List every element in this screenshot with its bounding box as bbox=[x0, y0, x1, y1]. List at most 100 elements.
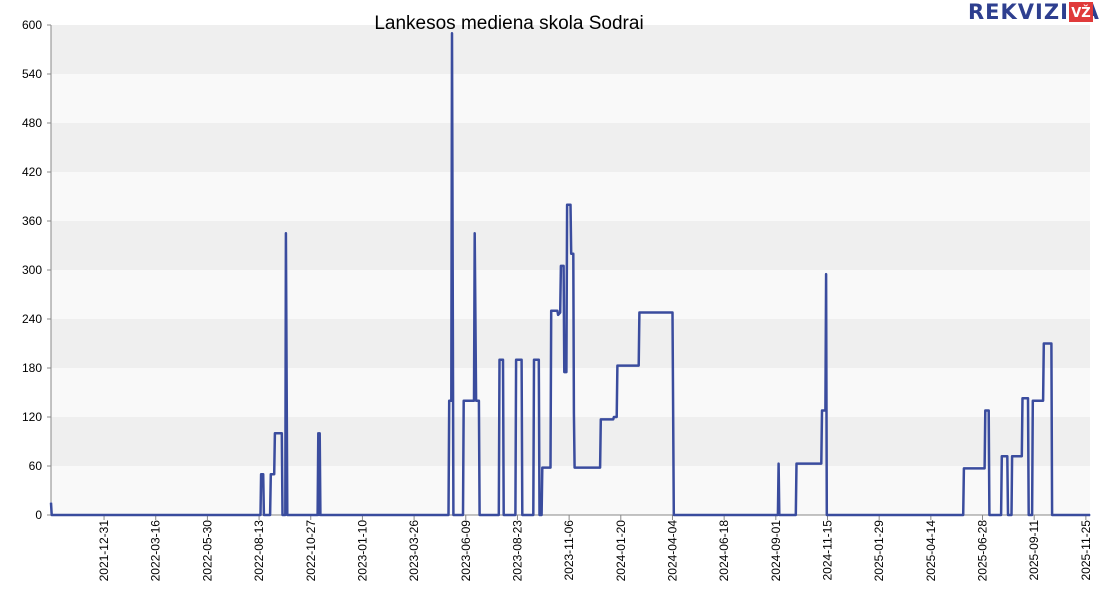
grid-band bbox=[51, 417, 1090, 466]
x-tick-label: 2023-06-09 bbox=[459, 520, 473, 582]
x-tick-label: 2023-01-10 bbox=[355, 520, 369, 582]
data-point bbox=[1000, 514, 1002, 516]
brand-logo[interactable]: REKVIZITAI VŽ bbox=[968, 0, 1100, 24]
x-tick-label: 2024-04-04 bbox=[665, 520, 679, 582]
y-tick-label: 540 bbox=[22, 67, 42, 81]
data-point bbox=[638, 311, 640, 314]
data-point bbox=[532, 514, 534, 516]
x-tick-label: 2025-11-25 bbox=[1079, 520, 1093, 581]
x-tick-label: 2022-03-16 bbox=[149, 520, 163, 582]
x-tick-label: 2023-08-23 bbox=[510, 520, 524, 582]
data-point bbox=[478, 514, 481, 516]
data-point bbox=[286, 514, 288, 516]
data-point bbox=[475, 400, 477, 402]
data-point bbox=[1011, 455, 1013, 457]
data-point bbox=[563, 371, 565, 373]
data-point bbox=[556, 310, 559, 312]
grid-band bbox=[51, 466, 1090, 515]
data-point bbox=[599, 467, 601, 469]
data-point bbox=[1027, 397, 1029, 399]
data-point bbox=[478, 400, 480, 402]
x-axis: 2021-12-31 2022-03-16 2022-05-30 2022-08-13… bbox=[51, 514, 1093, 582]
logo-badge-text: VŽ bbox=[1071, 5, 1091, 21]
data-point bbox=[452, 514, 454, 516]
data-point bbox=[1021, 455, 1023, 457]
data-point bbox=[281, 514, 284, 516]
data-point bbox=[498, 514, 500, 516]
data-point bbox=[474, 232, 476, 234]
logo-badge bbox=[1069, 2, 1093, 22]
data-point bbox=[777, 514, 779, 516]
data-point bbox=[1010, 514, 1013, 516]
data-point bbox=[462, 514, 464, 516]
data-point bbox=[550, 310, 552, 312]
data-point bbox=[570, 253, 572, 255]
x-tick-label: 2021-12-31 bbox=[97, 520, 111, 582]
y-tick-label: 600 bbox=[22, 18, 42, 32]
grid-band bbox=[51, 319, 1090, 368]
data-point bbox=[448, 400, 450, 402]
data-point bbox=[559, 311, 561, 314]
data-point bbox=[963, 467, 965, 470]
x-tick-label: 2023-03-26 bbox=[407, 520, 421, 582]
data-point bbox=[273, 473, 275, 475]
data-point bbox=[263, 514, 265, 516]
data-point bbox=[1051, 514, 1053, 516]
data-point bbox=[259, 514, 262, 516]
data-point bbox=[533, 359, 535, 361]
data-point bbox=[1042, 400, 1044, 402]
data-point bbox=[600, 418, 602, 421]
data-point bbox=[795, 462, 798, 465]
data-point bbox=[281, 432, 283, 434]
data-point bbox=[825, 273, 827, 275]
data-point bbox=[557, 314, 559, 316]
data-point bbox=[1028, 514, 1030, 516]
data-point bbox=[1001, 455, 1003, 457]
data-point bbox=[671, 311, 674, 314]
y-tick-label: 360 bbox=[22, 214, 42, 228]
data-point bbox=[983, 467, 986, 470]
data-point bbox=[1043, 342, 1045, 345]
data-point bbox=[538, 359, 540, 361]
data-point bbox=[463, 400, 465, 402]
data-point bbox=[317, 432, 319, 434]
data-point bbox=[574, 467, 576, 469]
data-point bbox=[1007, 514, 1009, 516]
data-point bbox=[318, 514, 320, 516]
data-point bbox=[638, 364, 640, 367]
data-point bbox=[673, 514, 675, 516]
y-tick-label: 300 bbox=[22, 263, 42, 277]
x-tick-label: 2024-06-18 bbox=[717, 520, 731, 582]
data-point bbox=[503, 514, 505, 516]
data-point bbox=[285, 232, 287, 234]
data-point bbox=[616, 364, 618, 367]
data-point bbox=[572, 253, 574, 255]
data-point bbox=[521, 514, 523, 516]
y-tick-label: 180 bbox=[22, 361, 42, 375]
data-point bbox=[988, 409, 990, 412]
data-point bbox=[566, 204, 568, 206]
grid-band bbox=[51, 25, 1090, 74]
x-tick-label: 2024-11-15 bbox=[820, 520, 834, 581]
data-point bbox=[514, 514, 516, 516]
data-point bbox=[451, 32, 453, 34]
data-point bbox=[319, 514, 321, 516]
data-point bbox=[560, 265, 562, 267]
data-point bbox=[502, 359, 504, 361]
data-point bbox=[450, 400, 452, 402]
data-point bbox=[1006, 455, 1008, 457]
data-point bbox=[538, 514, 541, 516]
data-point bbox=[317, 514, 319, 516]
data-point bbox=[988, 514, 991, 516]
y-tick-label: 120 bbox=[22, 410, 42, 424]
data-point bbox=[616, 416, 618, 418]
data-point bbox=[498, 359, 501, 361]
y-tick-label: 240 bbox=[22, 312, 42, 326]
data-point bbox=[563, 265, 565, 267]
x-tick-label: 2025-06-28 bbox=[976, 520, 990, 582]
plot-area bbox=[49, 31, 1091, 517]
y-tick-label: 60 bbox=[29, 459, 43, 473]
grid-band bbox=[51, 123, 1090, 172]
x-tick-label: 2024-09-01 bbox=[769, 520, 783, 582]
data-point bbox=[613, 416, 615, 418]
